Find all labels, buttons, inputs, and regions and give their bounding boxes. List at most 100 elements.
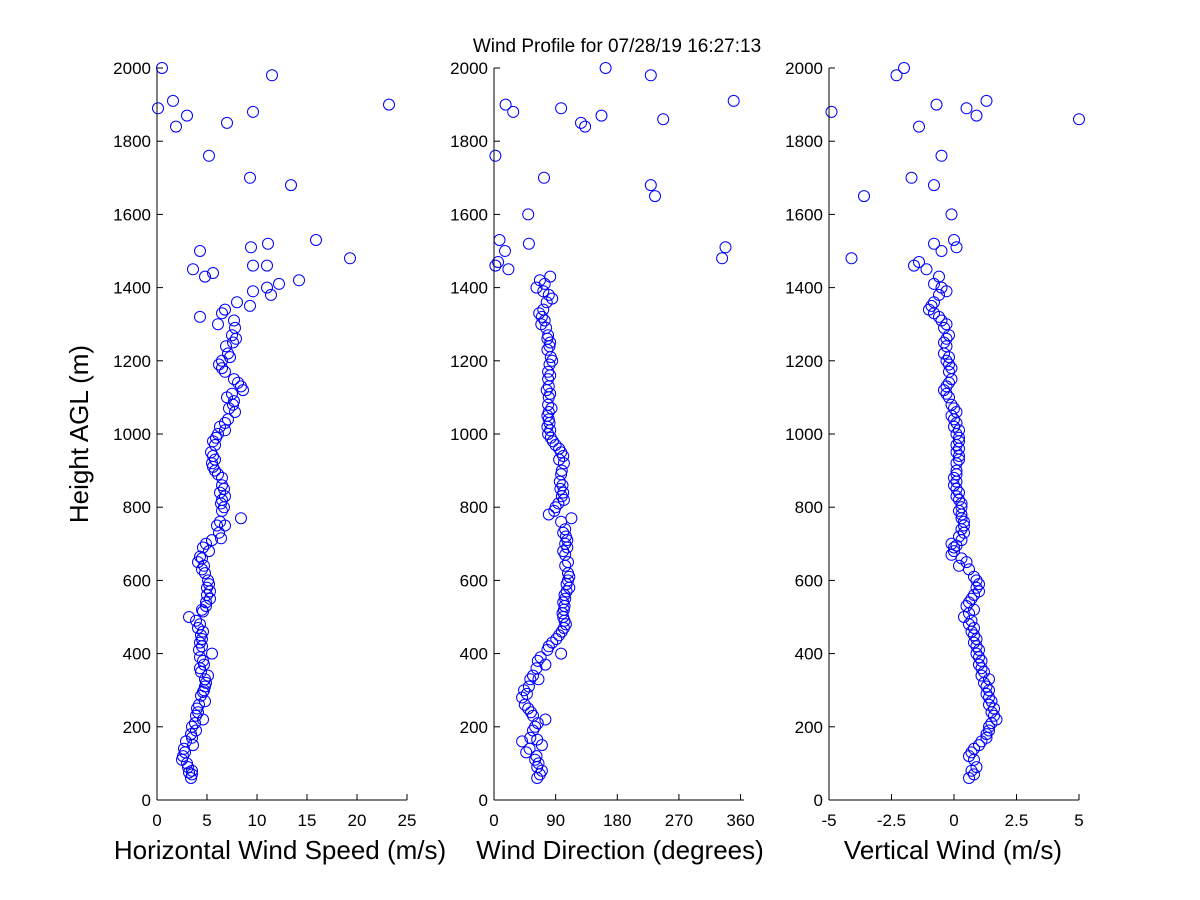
direction-point-81 bbox=[565, 512, 578, 525]
speed-y-tick-label-7: 1400 bbox=[113, 279, 151, 298]
speed-point-20 bbox=[247, 259, 259, 272]
direction-point-26 bbox=[530, 281, 543, 294]
vertical-point-50 bbox=[943, 391, 955, 404]
speed-point-104 bbox=[197, 605, 209, 618]
speed-point-8 bbox=[247, 105, 259, 118]
vertical-point-120 bbox=[975, 654, 988, 667]
vertical-point-90 bbox=[948, 541, 960, 554]
vertical-point-147 bbox=[968, 753, 980, 766]
figure-title: Wind Profile for 07/28/19 16:27:13 bbox=[473, 36, 761, 57]
speed-x-axis-label: Horizontal Wind Speed (m/s) bbox=[114, 835, 446, 865]
vertical-point-17 bbox=[950, 241, 963, 254]
speed-y-tick-label-9: 1800 bbox=[113, 132, 151, 151]
vertical-point-128 bbox=[983, 684, 995, 697]
speed-point-33 bbox=[212, 318, 224, 331]
direction-point-6 bbox=[579, 120, 592, 133]
speed-point-29 bbox=[219, 303, 231, 316]
speed-point-18 bbox=[199, 270, 211, 283]
vertical-point-0 bbox=[898, 62, 910, 74]
speed-point-55 bbox=[222, 413, 234, 426]
speed-point-25 bbox=[247, 285, 259, 298]
speed-point-97 bbox=[201, 581, 213, 594]
speed-point-44 bbox=[219, 365, 231, 378]
speed-point-4 bbox=[181, 109, 193, 122]
speed-x-tick-label-5: 25 bbox=[398, 811, 417, 830]
direction-x-tick-label-1: 90 bbox=[546, 811, 565, 830]
panel-vertical-wind: 0 200 400 600 800 1000 1200 1400 1600 1800 2000 -5 -… bbox=[785, 59, 1085, 865]
speed-x-tick-label-2: 10 bbox=[248, 811, 267, 830]
direction-point-5 bbox=[575, 116, 587, 129]
vertical-point-21 bbox=[920, 263, 933, 276]
direction-y-tick-label-1: 200 bbox=[460, 718, 488, 737]
speed-point-22 bbox=[293, 274, 305, 287]
vertical-point-117 bbox=[973, 643, 985, 656]
vertical-point-99 bbox=[973, 578, 985, 591]
vertical-point-18 bbox=[845, 252, 858, 265]
direction-x-tick-label-4: 360 bbox=[726, 811, 754, 830]
vertical-point-8 bbox=[913, 120, 925, 133]
vertical-x-tick-label-2: 0 bbox=[949, 811, 958, 830]
speed-point-128 bbox=[199, 695, 211, 708]
direction-point-66 bbox=[557, 450, 570, 462]
speed-point-41 bbox=[216, 354, 228, 367]
speed-point-19 bbox=[187, 263, 199, 276]
vertical-point-100 bbox=[970, 581, 983, 594]
speed-points bbox=[152, 62, 395, 784]
direction-y-tick-label-7: 1400 bbox=[450, 279, 488, 298]
speed-point-37 bbox=[227, 336, 239, 349]
speed-point-103 bbox=[196, 603, 208, 616]
direction-point-16 bbox=[499, 245, 511, 257]
speed-point-9 bbox=[203, 149, 215, 162]
direction-point-34 bbox=[538, 314, 551, 327]
vertical-point-127 bbox=[980, 680, 993, 693]
speed-point-23 bbox=[273, 277, 285, 290]
speed-point-147 bbox=[186, 764, 198, 777]
vertical-point-23 bbox=[928, 277, 940, 290]
direction-y-tick-label-9: 1800 bbox=[450, 132, 488, 151]
direction-point-43 bbox=[546, 354, 559, 367]
speed-point-1 bbox=[266, 69, 278, 82]
vertical-point-89 bbox=[950, 539, 963, 552]
speed-y-tick-label-6: 1200 bbox=[113, 352, 151, 371]
speed-point-148 bbox=[183, 766, 195, 779]
vertical-point-5 bbox=[970, 109, 983, 122]
direction-y-tick-label-8: 1600 bbox=[450, 205, 488, 224]
direction-point-68 bbox=[557, 457, 570, 470]
direction-point-13 bbox=[649, 190, 661, 203]
vertical-y-tick-label-5: 1000 bbox=[785, 425, 823, 444]
speed-point-21 bbox=[261, 259, 273, 272]
direction-point-122 bbox=[532, 673, 545, 686]
direction-y-tick-label-10: 2000 bbox=[450, 59, 488, 78]
direction-point-111 bbox=[550, 633, 563, 645]
speed-point-7 bbox=[383, 98, 395, 111]
vertical-point-14 bbox=[928, 237, 940, 250]
speed-point-85 bbox=[206, 534, 218, 547]
vertical-point-25 bbox=[940, 285, 953, 298]
speed-point-14 bbox=[245, 241, 257, 254]
vertical-point-145 bbox=[965, 746, 978, 759]
vertical-y-tick-label-4: 800 bbox=[795, 498, 823, 517]
direction-point-104 bbox=[556, 607, 569, 620]
direction-point-45 bbox=[542, 365, 555, 378]
vertical-point-151 bbox=[963, 772, 975, 784]
speed-point-38 bbox=[220, 340, 232, 353]
speed-point-82 bbox=[219, 519, 231, 532]
direction-x-axis-label: Wind Direction (degrees) bbox=[476, 835, 764, 865]
panel-wind-direction: 0 200 400 600 800 1000 1200 1400 1600 1800 2000 0 90… bbox=[450, 59, 764, 865]
speed-y-tick-label-8: 1600 bbox=[113, 205, 151, 224]
speed-point-68 bbox=[209, 464, 221, 477]
vertical-point-31 bbox=[933, 310, 945, 323]
vertical-y-tick-label-0: 0 bbox=[814, 791, 823, 810]
vertical-y-tick-label-8: 1600 bbox=[785, 205, 823, 224]
direction-point-49 bbox=[540, 384, 553, 397]
speed-point-150 bbox=[185, 772, 197, 784]
direction-point-28 bbox=[542, 288, 555, 301]
vertical-point-55 bbox=[948, 413, 960, 426]
vertical-point-124 bbox=[975, 669, 988, 682]
direction-point-140 bbox=[520, 746, 533, 759]
speed-point-83 bbox=[213, 526, 225, 539]
speed-point-28 bbox=[231, 296, 243, 309]
direction-point-71 bbox=[553, 475, 566, 488]
speed-point-133 bbox=[197, 713, 209, 726]
